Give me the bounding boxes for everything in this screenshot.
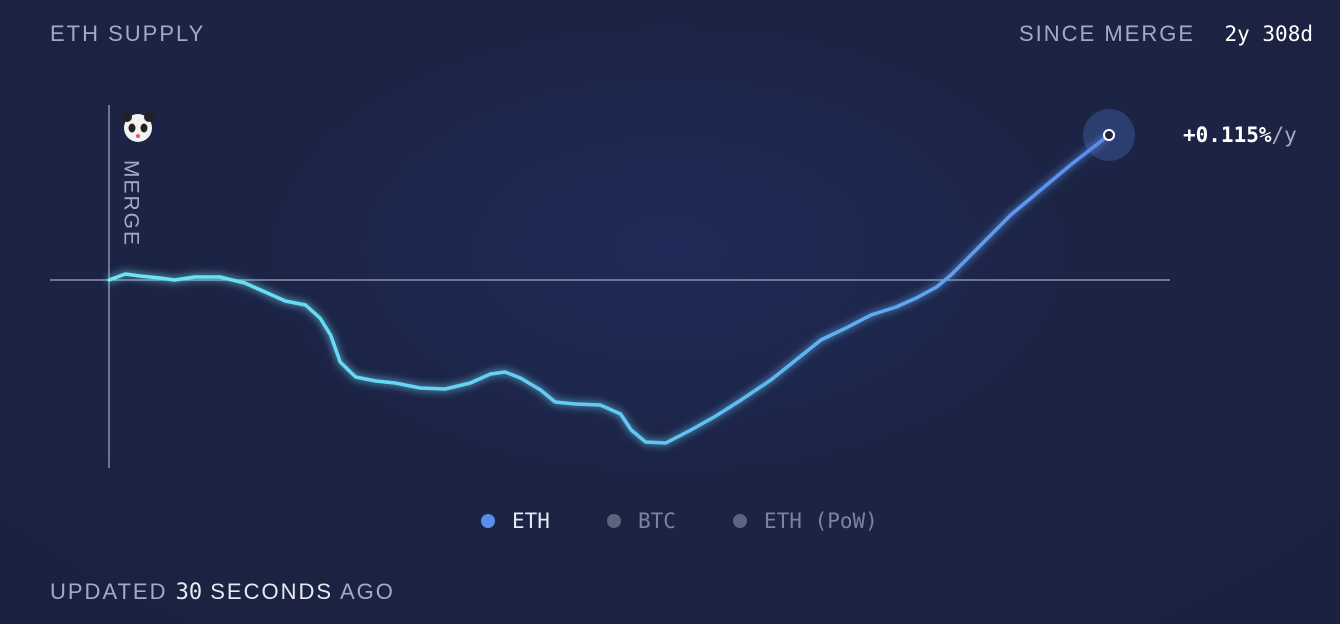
- footer-suffix: AGO: [340, 579, 395, 604]
- merge-label: MERGE: [119, 160, 142, 247]
- end-label: +0.115%/y: [1183, 123, 1297, 147]
- legend-item[interactable]: BTC: [607, 509, 676, 533]
- footer-unit: SECONDS: [210, 579, 333, 604]
- legend-dot: [733, 514, 747, 528]
- legend-dot: [481, 514, 495, 528]
- legend-item[interactable]: ETH (PoW): [733, 509, 878, 533]
- since-value: 2y 308d: [1224, 22, 1313, 46]
- since-label: SINCE MERGE: [1019, 21, 1195, 46]
- legend-label: ETH: [512, 509, 550, 533]
- legend-label: BTC: [638, 509, 676, 533]
- legend-item[interactable]: ETH: [481, 509, 550, 533]
- panda-icon: [122, 112, 154, 142]
- legend-dot: [607, 514, 621, 528]
- footer-count: 30: [176, 580, 203, 605]
- legend: ETH BTC ETH (PoW): [481, 509, 878, 533]
- title: ETH SUPPLY: [50, 21, 205, 46]
- rate-unit: /y: [1272, 123, 1297, 147]
- footer: UPDATED 30 SECONDS AGO: [50, 579, 395, 605]
- legend-label: ETH (PoW): [764, 509, 878, 533]
- end-dot: [1103, 129, 1115, 141]
- rate: +0.115%: [1183, 123, 1272, 147]
- footer-prefix: UPDATED: [50, 579, 168, 604]
- supply-line: [107, 133, 1111, 445]
